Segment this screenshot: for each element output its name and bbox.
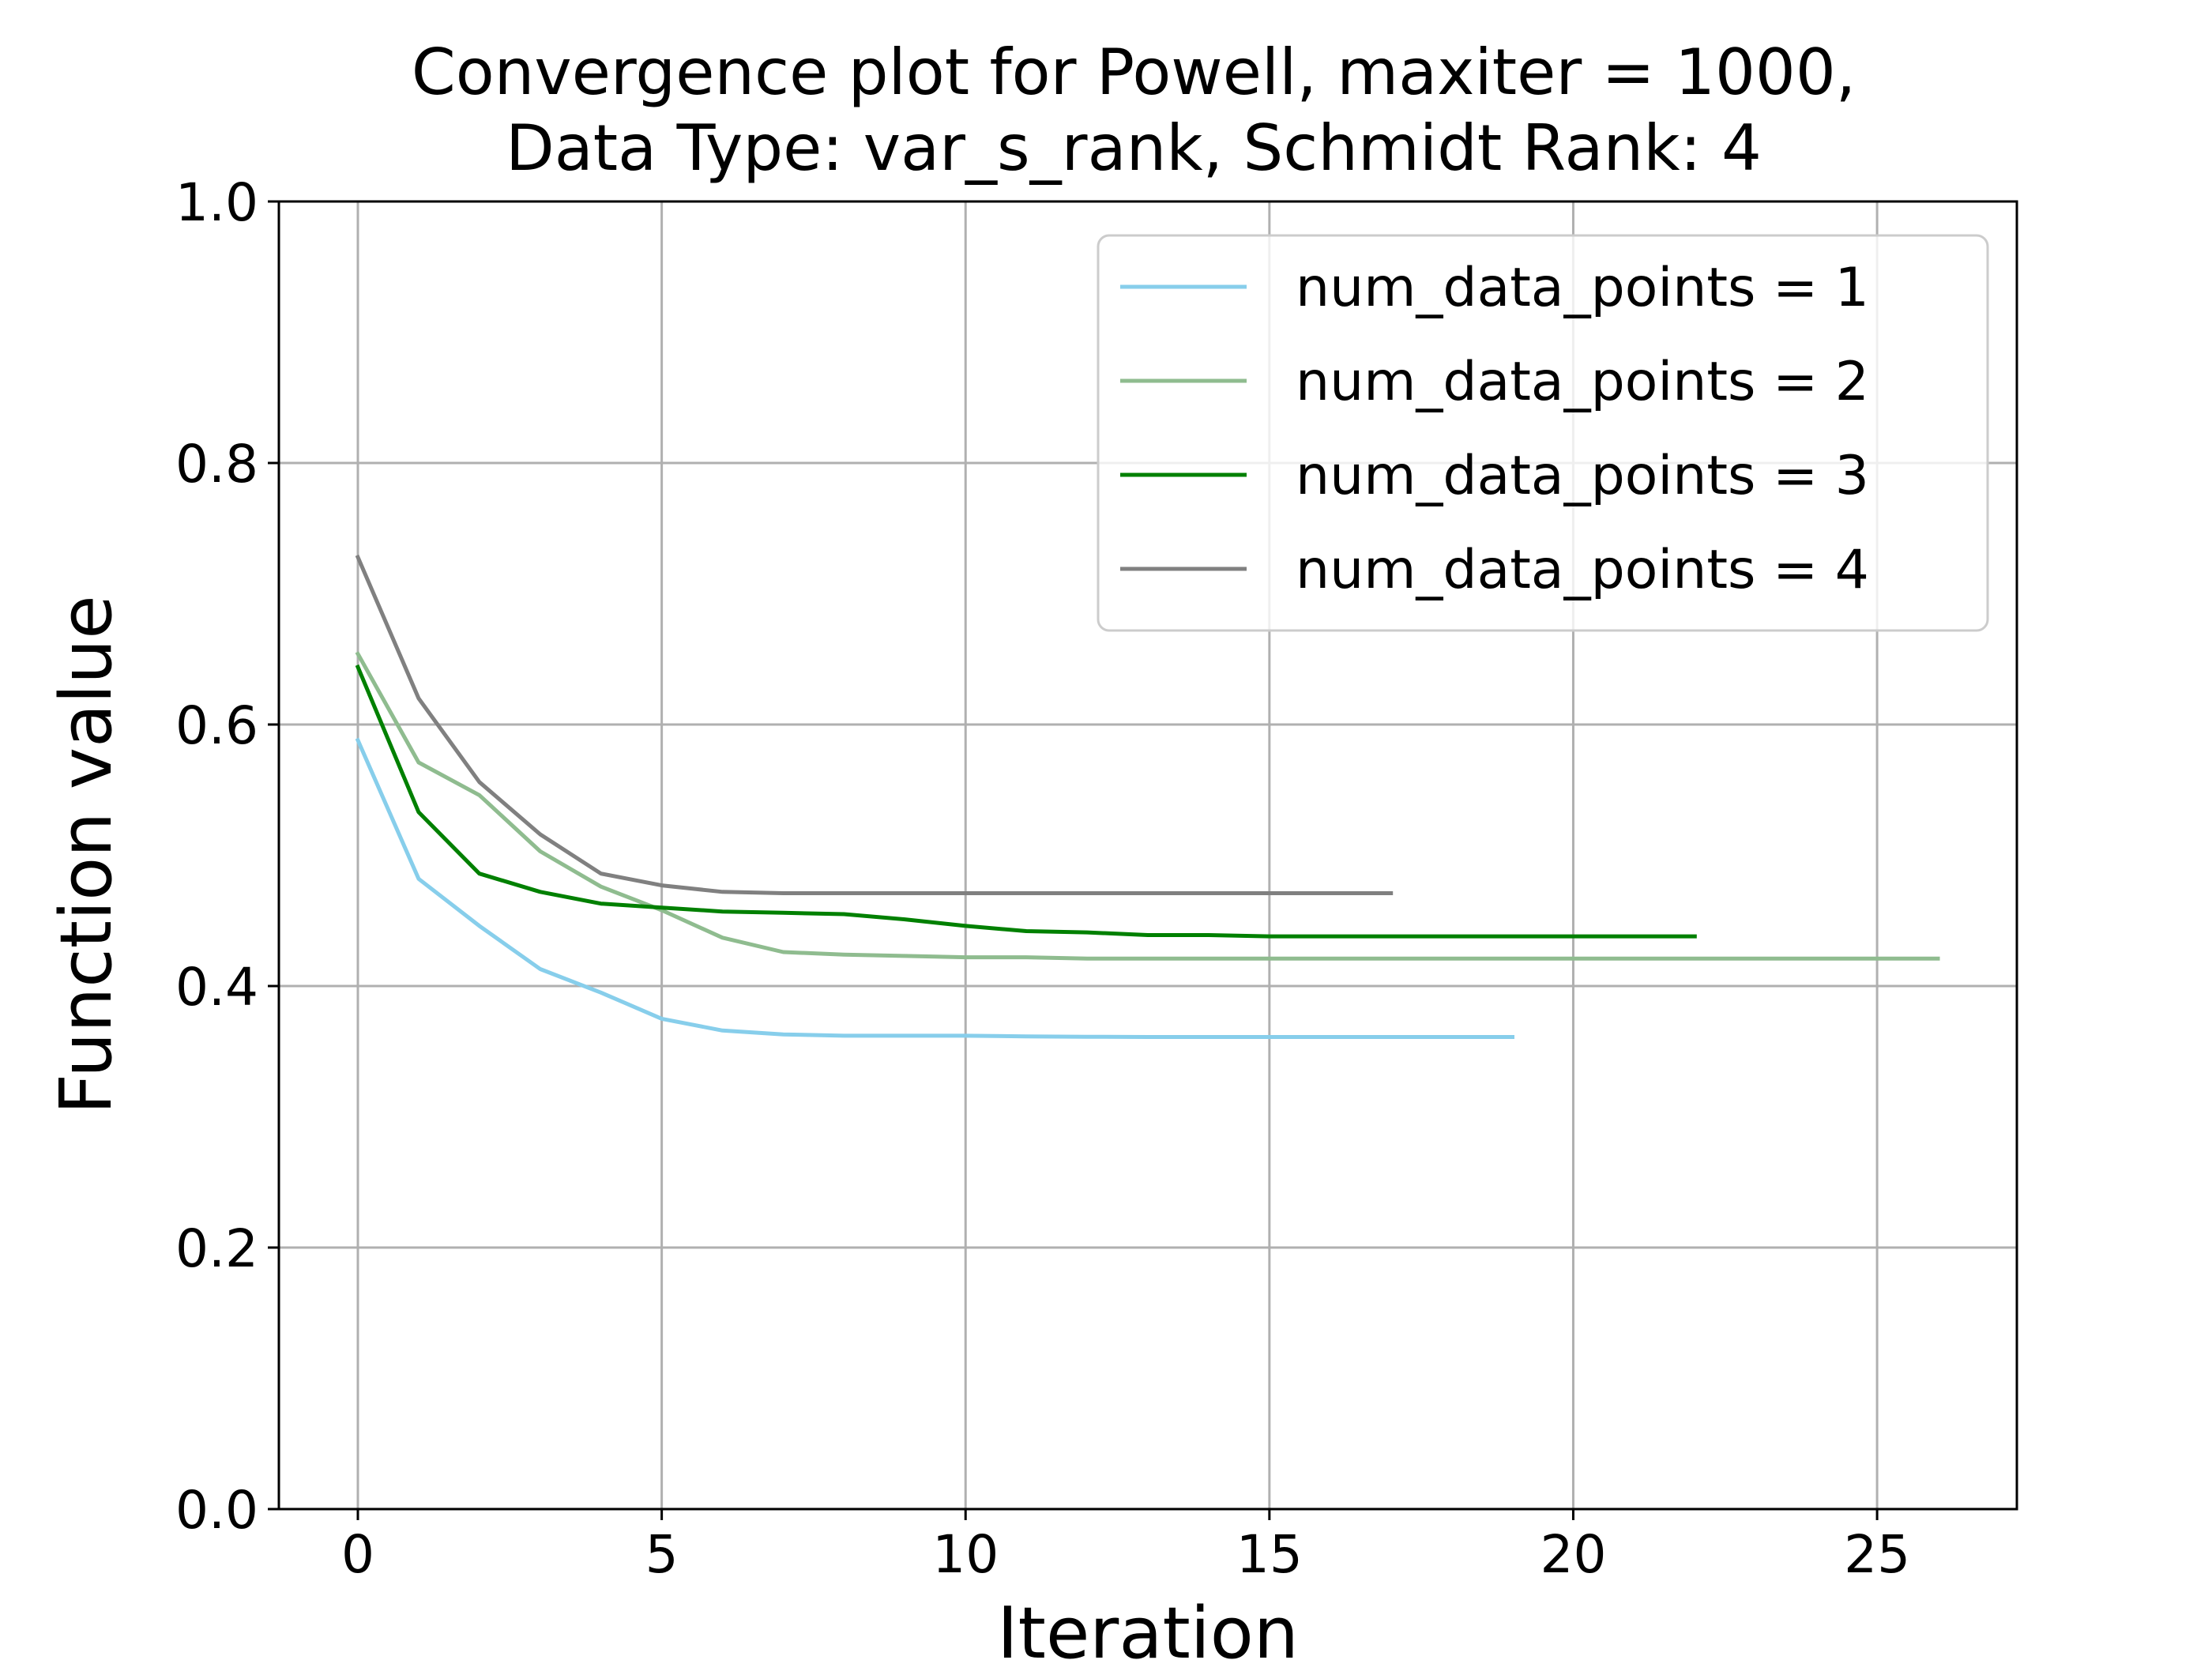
x-axis-label: Iteration [997,1592,1299,1675]
chart-title-line-2: Data Type: var_s_rank, Schmidt Rank: 4 [506,111,1762,185]
chart-title-line-1: Convergence plot for Powell, maxiter = 1… [412,36,1856,109]
y-axis-ticks: 0.0 0.2 0.4 0.6 0.8 1.0 [175,172,279,1541]
legend-label-1: num_data_points = 1 [1296,257,1869,319]
y-tick-label: 1.0 [175,172,258,233]
series-line-1 [355,737,1514,1039]
legend-label-3: num_data_points = 3 [1296,445,1869,507]
x-tick-label: 15 [1236,1524,1303,1585]
x-axis-ticks: 0 5 10 15 20 25 [341,1509,1910,1585]
y-tick-label: 0.2 [175,1218,258,1279]
series-line-4 [355,554,1394,895]
series-line-2 [355,651,1940,961]
y-tick-label: 0.4 [175,957,258,1018]
series-line-3 [355,664,1697,939]
y-tick-label: 0.0 [175,1480,258,1541]
x-tick-label: 5 [645,1524,679,1585]
plot-frame [277,200,2018,1511]
series-lines [355,554,1940,1039]
x-tick-label: 10 [932,1524,999,1585]
legend: num_data_points = 1 num_data_points = 2 nu… [1097,234,1989,632]
y-axis-label: Function value [45,595,128,1114]
legend-label-2: num_data_points = 2 [1296,351,1869,413]
y-tick-label: 0.8 [175,434,258,495]
legend-box [1097,234,1989,632]
x-tick-label: 0 [341,1524,374,1585]
grid [279,200,2017,1511]
y-tick-label: 0.6 [175,695,258,756]
x-tick-label: 20 [1540,1524,1606,1585]
chart-title: Convergence plot for Powell, maxiter = 1… [412,36,1856,185]
legend-label-4: num_data_points = 4 [1296,539,1869,601]
x-tick-label: 25 [1844,1524,1910,1585]
